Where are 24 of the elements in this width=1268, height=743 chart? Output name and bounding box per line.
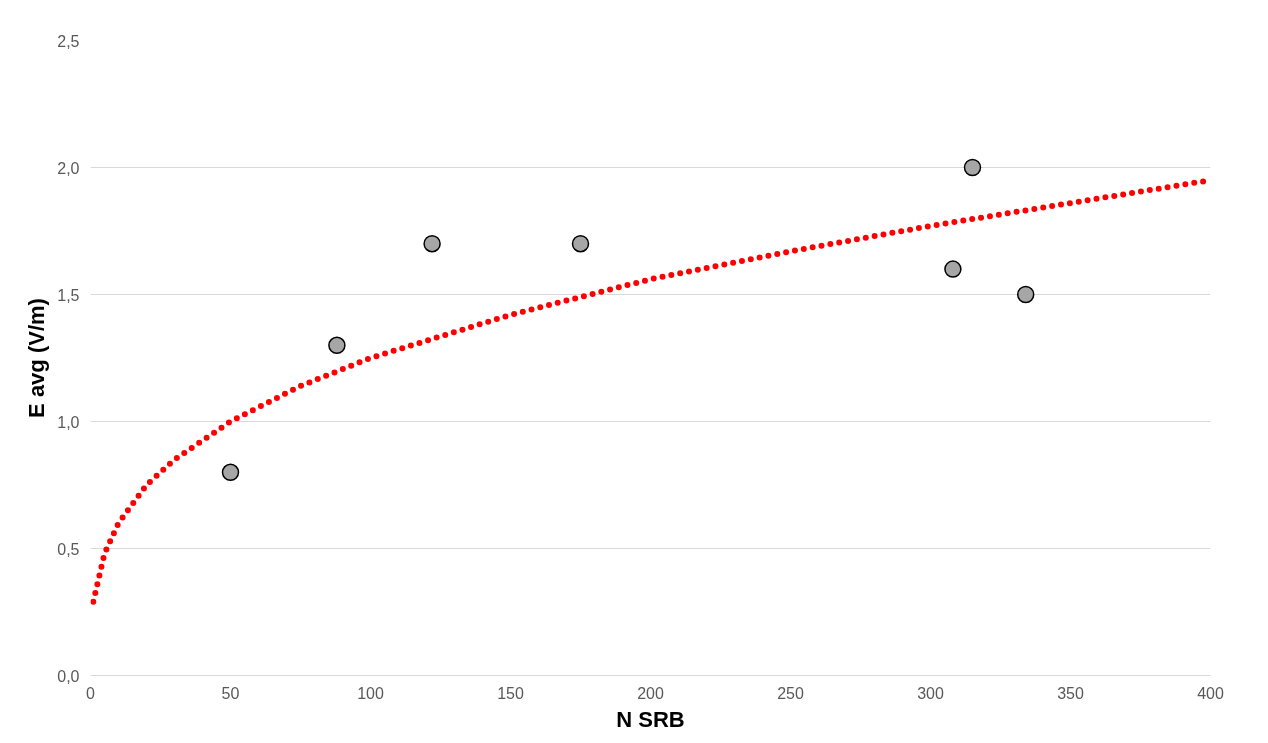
point: [963, 158, 982, 177]
x-tick-label: 400: [1197, 684, 1224, 702]
x-tick-label: 0: [86, 684, 96, 702]
y-tick-label: 2,5: [57, 32, 80, 50]
x-tick-label: 100: [357, 684, 384, 702]
x-tick-label: 350: [1057, 684, 1084, 702]
y-tick-label: 0,0: [57, 667, 80, 685]
point: [571, 234, 590, 253]
point: [328, 336, 346, 355]
x-tick-label: 50: [221, 684, 240, 702]
point: [423, 234, 441, 253]
y-tick-label: 1,0: [57, 413, 80, 431]
x-tick-label: 250: [777, 684, 804, 702]
point: [944, 260, 962, 278]
x-axis-title: N SRB: [616, 706, 685, 732]
x-tick-label: 200: [637, 684, 664, 702]
y-axis-title: E avg (V/m): [24, 298, 50, 418]
point: [1016, 285, 1035, 304]
y-tick-label: 1,5: [57, 286, 80, 304]
y-tick-label: 2,0: [57, 159, 80, 177]
y-tick-label: 0,5: [57, 540, 80, 558]
x-tick-label: 150: [497, 684, 524, 702]
point: [221, 463, 240, 482]
x-tick-label: 300: [917, 684, 944, 702]
